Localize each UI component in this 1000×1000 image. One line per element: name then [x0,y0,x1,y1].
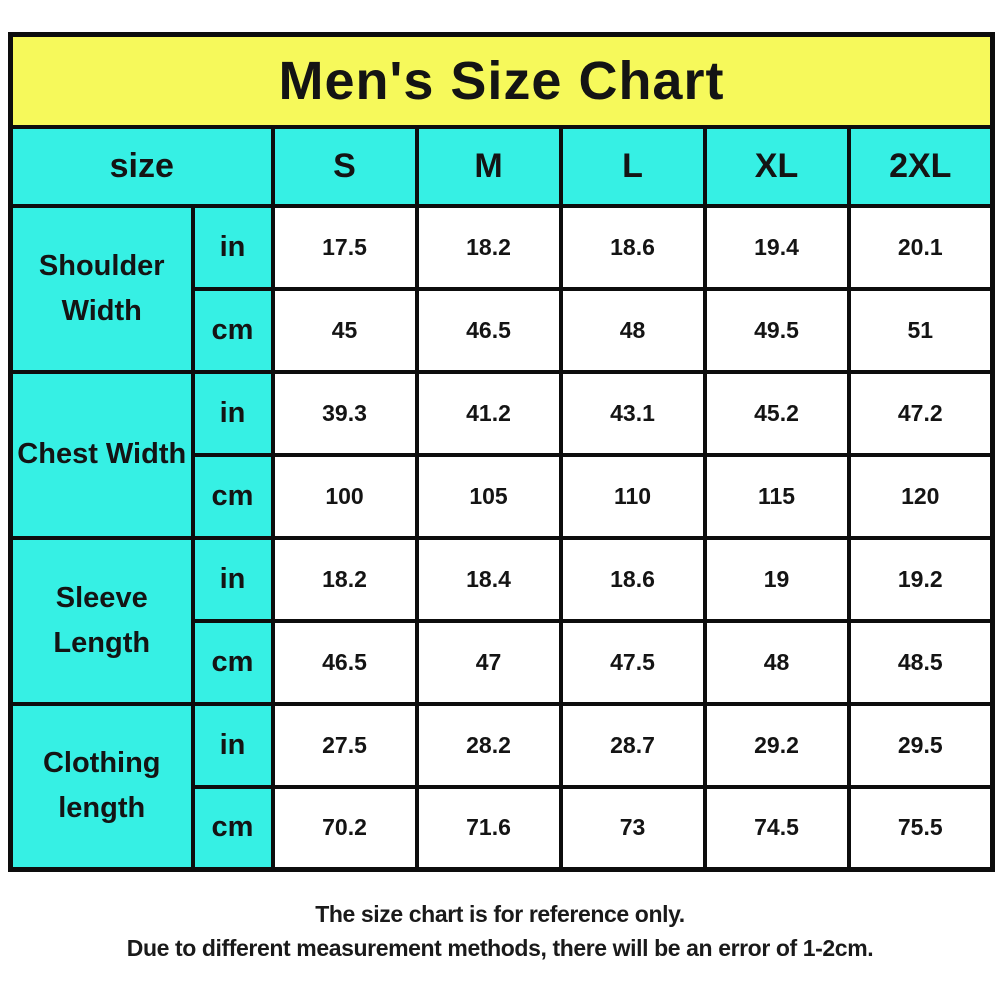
value-cell: 27.5 [270,701,419,789]
unit-cell: in [190,701,275,789]
value-cell: 110 [558,452,707,540]
header-col-2xl: 2XL [846,124,995,208]
value-cell: 47.2 [846,369,995,457]
header-col-l: L [558,124,707,208]
unit-cell: cm [190,286,275,374]
value-cell: 48 [702,618,851,706]
chart-title: Men's Size Chart [8,32,995,129]
value-cell: 43.1 [558,369,707,457]
value-cell: 20.1 [846,203,995,291]
value-cell: 19.2 [846,535,995,623]
unit-cell: in [190,369,275,457]
value-cell: 100 [270,452,419,540]
unit-cell: in [190,535,275,623]
value-cell: 74.5 [702,784,851,872]
value-cell: 48 [558,286,707,374]
value-cell: 120 [846,452,995,540]
value-cell: 29.2 [702,701,851,789]
row-label-clothing-length: Clothing length [8,701,195,872]
footer-line-2: Due to different measurement methods, th… [126,935,874,961]
unit-cell: cm [190,452,275,540]
header-col-m: M [414,124,563,208]
value-cell: 48.5 [846,618,995,706]
footer-line-1: The size chart is for reference only. [315,901,685,927]
value-cell: 29.5 [846,701,995,789]
value-cell: 45.2 [702,369,851,457]
value-cell: 51 [846,286,995,374]
value-cell: 41.2 [414,369,563,457]
unit-cell: in [190,203,275,291]
header-col-xl: XL [702,124,851,208]
value-cell: 105 [414,452,563,540]
row-label-sleeve-length: Sleeve Length [8,535,195,706]
value-cell: 115 [702,452,851,540]
header-col-s: S [270,124,419,208]
value-cell: 71.6 [414,784,563,872]
header-corner-size: size [8,124,275,208]
value-cell: 70.2 [270,784,419,872]
value-cell: 47.5 [558,618,707,706]
value-cell: 18.2 [414,203,563,291]
value-cell: 28.2 [414,701,563,789]
value-cell: 47 [414,618,563,706]
value-cell: 19 [702,535,851,623]
row-label-shoulder-width: Shoulder Width [8,203,195,374]
value-cell: 17.5 [270,203,419,291]
value-cell: 73 [558,784,707,872]
value-cell: 45 [270,286,419,374]
row-label-chest-width: Chest Width [8,369,195,540]
footer-note: The size chart is for reference only. Du… [0,897,1000,965]
value-cell: 19.4 [702,203,851,291]
value-cell: 39.3 [270,369,419,457]
value-cell: 46.5 [270,618,419,706]
value-cell: 75.5 [846,784,995,872]
value-cell: 28.7 [558,701,707,789]
value-cell: 18.6 [558,203,707,291]
value-cell: 18.6 [558,535,707,623]
size-chart-table: Men's Size Chart size S M L XL 2XL Shoul… [8,32,995,872]
value-cell: 49.5 [702,286,851,374]
value-cell: 18.2 [270,535,419,623]
value-cell: 46.5 [414,286,563,374]
unit-cell: cm [190,618,275,706]
unit-cell: cm [190,784,275,872]
value-cell: 18.4 [414,535,563,623]
